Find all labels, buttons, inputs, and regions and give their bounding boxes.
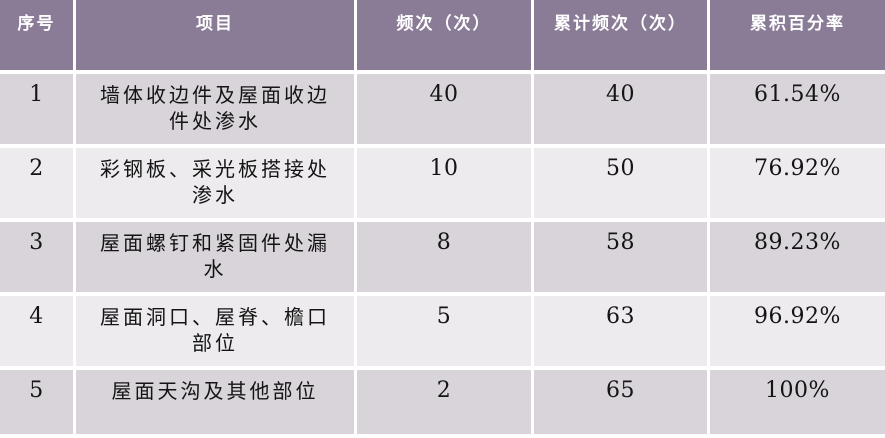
cell-cumulative-percentage: 89.23% [710, 222, 885, 296]
item-text: 彩钢板、采光板搭接处渗水 [100, 157, 330, 208]
item-text: 墙体收边件及屋面收边件处渗水 [100, 83, 330, 134]
cell-frequency: 40 [357, 74, 534, 148]
cell-item: 屋面螺钉和紧固件处漏水 [76, 222, 357, 296]
cell-serial-number: 1 [0, 74, 76, 148]
cell-cumulative-frequency: 58 [534, 222, 710, 296]
header-cumulative-percentage: 累积百分率 [710, 0, 885, 74]
cell-cumulative-frequency: 40 [534, 74, 710, 148]
table-row: 1 墙体收边件及屋面收边件处渗水 40 40 61.54% [0, 74, 885, 148]
cell-item: 屋面天沟及其他部位 [76, 370, 357, 438]
header-serial-number: 序号 [0, 0, 76, 74]
cell-item: 彩钢板、采光板搭接处渗水 [76, 148, 357, 222]
item-text: 屋面螺钉和紧固件处漏水 [100, 231, 330, 282]
cell-item: 屋面洞口、屋脊、檐口部位 [76, 296, 357, 370]
cell-serial-number: 5 [0, 370, 76, 438]
cell-cumulative-frequency: 63 [534, 296, 710, 370]
table-row: 3 屋面螺钉和紧固件处漏水 8 58 89.23% [0, 222, 885, 296]
cell-cumulative-frequency: 50 [534, 148, 710, 222]
cell-cumulative-percentage: 76.92% [710, 148, 885, 222]
table-row: 5 屋面天沟及其他部位 2 65 100% [0, 370, 885, 438]
cell-cumulative-frequency: 65 [534, 370, 710, 438]
table-row: 2 彩钢板、采光板搭接处渗水 10 50 76.92% [0, 148, 885, 222]
cell-frequency: 5 [357, 296, 534, 370]
header-cumulative-frequency: 累计频次（次） [534, 0, 710, 74]
cell-serial-number: 3 [0, 222, 76, 296]
cell-serial-number: 2 [0, 148, 76, 222]
cell-frequency: 8 [357, 222, 534, 296]
header-frequency: 频次（次） [357, 0, 534, 74]
cell-item: 墙体收边件及屋面收边件处渗水 [76, 74, 357, 148]
item-text: 屋面天沟及其他部位 [111, 379, 319, 403]
cell-frequency: 10 [357, 148, 534, 222]
header-item: 项目 [76, 0, 357, 74]
cell-frequency: 2 [357, 370, 534, 438]
cell-cumulative-percentage: 100% [710, 370, 885, 438]
item-text: 屋面洞口、屋脊、檐口部位 [100, 305, 330, 356]
table-row: 4 屋面洞口、屋脊、檐口部位 5 63 96.92% [0, 296, 885, 370]
table-header-row: 序号 项目 频次（次） 累计频次（次） 累积百分率 [0, 0, 885, 74]
cell-serial-number: 4 [0, 296, 76, 370]
cell-cumulative-percentage: 96.92% [710, 296, 885, 370]
cell-cumulative-percentage: 61.54% [710, 74, 885, 148]
